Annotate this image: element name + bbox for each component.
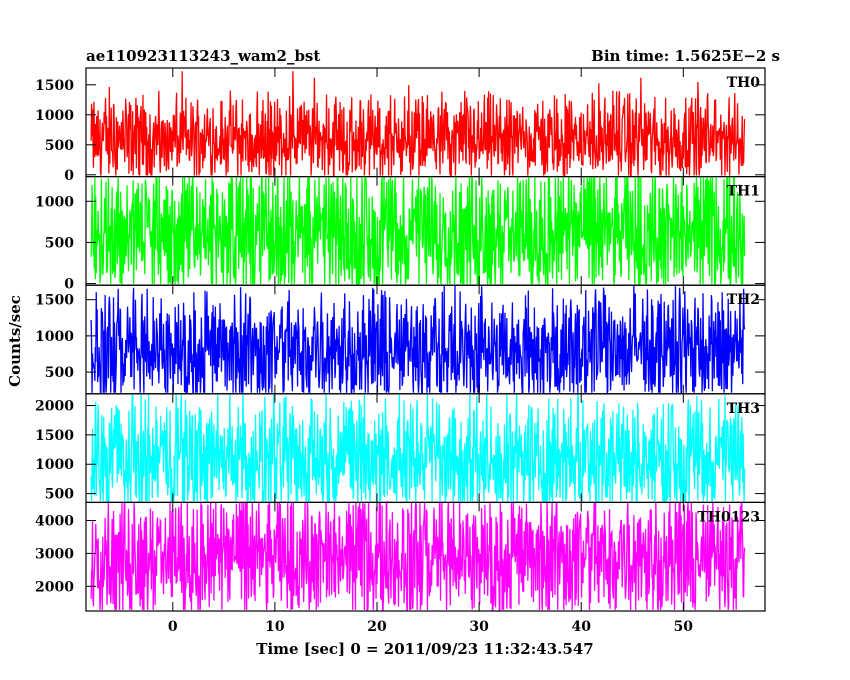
x-tick-label: 50 — [674, 619, 694, 635]
panel-th0: 0 500 1000 1500 TH0 — [35, 67, 766, 184]
observation-id-title: ae110923113243_wam2_bst — [86, 47, 320, 65]
y-tick-label: 0 — [64, 168, 74, 184]
panel-th2: 500 1000 1500 TH2 — [35, 284, 766, 396]
panel-frame — [85, 501, 766, 612]
y-tick-label: 4000 — [35, 514, 74, 530]
y-tick-label: 1500 — [35, 428, 74, 444]
x-tick-label: 20 — [367, 619, 387, 635]
bin-time-label: Bin time: 1.5625E−2 s — [591, 47, 780, 65]
series-line-th0 — [90, 71, 746, 177]
y-tick-label: 500 — [45, 138, 74, 154]
y-tick-label: 2000 — [35, 579, 74, 595]
panel-label-th0123: TH0123 — [697, 509, 760, 525]
y-tick-label: 1000 — [35, 457, 74, 473]
x-tick-label: 30 — [469, 619, 489, 635]
series-line-th0123 — [90, 499, 746, 611]
y-tick-label: 1000 — [35, 329, 74, 345]
panel-label-th2: TH2 — [727, 292, 760, 308]
y-tick-label: 500 — [45, 235, 74, 251]
x-tick-label: 10 — [265, 619, 285, 635]
y-tick-label: 1000 — [35, 194, 74, 210]
series-line-th3 — [90, 393, 746, 504]
panel-label-th3: TH3 — [727, 401, 760, 417]
panel-label-th1: TH1 — [727, 184, 760, 200]
series-line-th2 — [90, 285, 746, 396]
series-line-th1 — [90, 175, 746, 286]
y-tick-label: 1000 — [35, 108, 74, 124]
y-tick-label: 500 — [45, 365, 74, 381]
x-axis-label: Time [sec] 0 = 2011/09/23 11:32:43.547 — [256, 640, 593, 658]
y-axis-label: Counts/sec — [6, 295, 24, 387]
panel-th0123: 2000 3000 4000 TH0123 0 10 20 30 40 50 — [35, 499, 766, 635]
y-tick-label: 500 — [45, 487, 74, 503]
x-tick-label: 0 — [168, 619, 178, 635]
panel-th3: 500 1000 1500 2000 TH3 — [35, 393, 766, 504]
y-tick-label: 1500 — [35, 78, 74, 94]
y-tick-label: 1500 — [35, 293, 74, 309]
y-tick-label: 3000 — [35, 546, 74, 562]
panel-th1: 0 500 1000 TH1 — [35, 175, 766, 293]
panel-label-th0: TH0 — [727, 75, 761, 91]
y-tick-label: 2000 — [35, 399, 74, 415]
x-tick-label: 40 — [571, 619, 591, 635]
y-tick-label: 0 — [64, 277, 74, 293]
